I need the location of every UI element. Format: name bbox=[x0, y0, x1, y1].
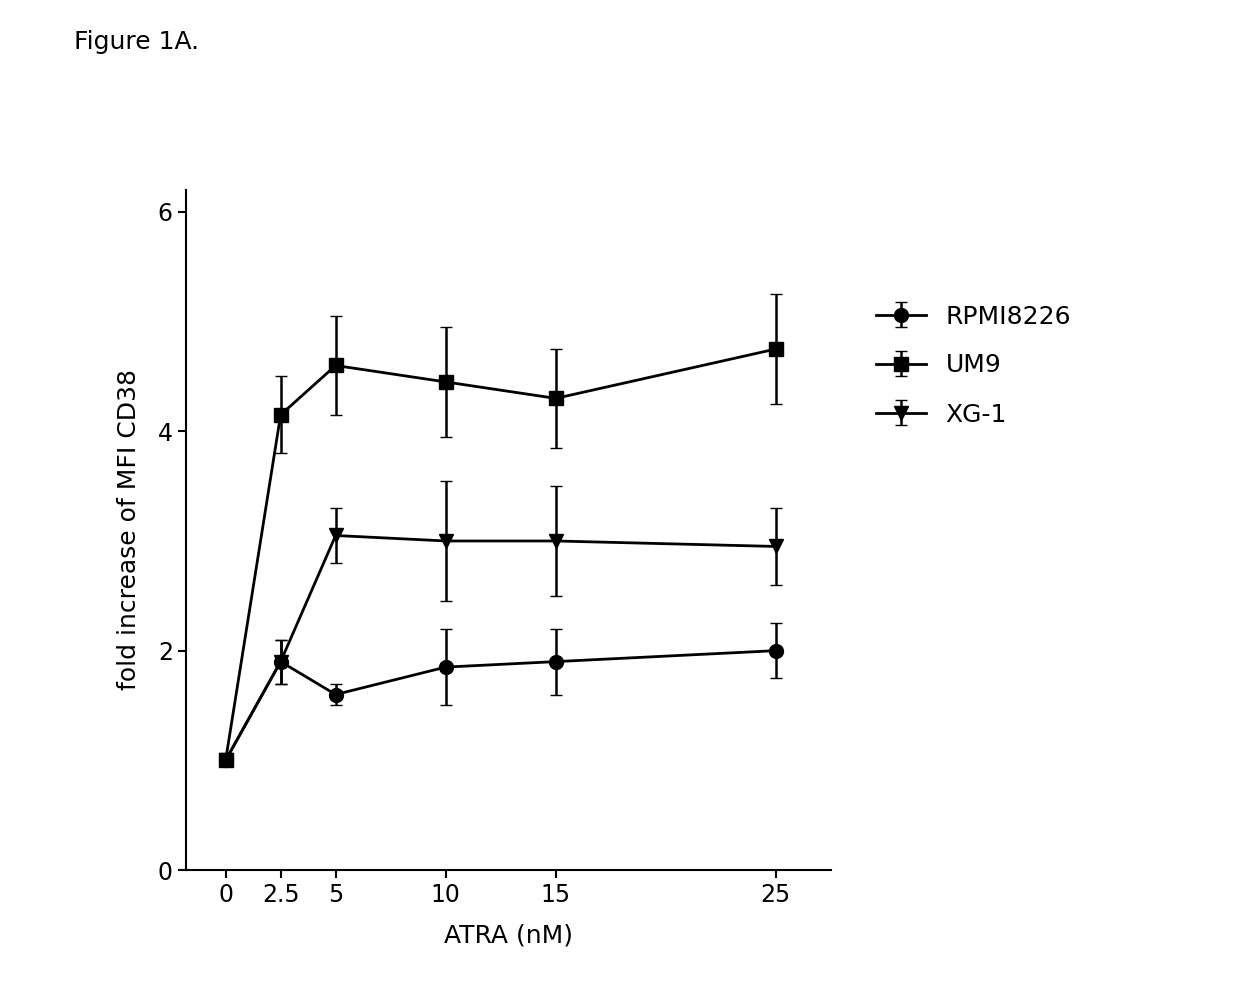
Legend: RPMI8226, UM9, XG-1: RPMI8226, UM9, XG-1 bbox=[875, 304, 1071, 426]
X-axis label: ATRA (nM): ATRA (nM) bbox=[444, 924, 573, 948]
Y-axis label: fold increase of MFI CD38: fold increase of MFI CD38 bbox=[117, 369, 141, 690]
Text: Figure 1A.: Figure 1A. bbox=[74, 30, 200, 54]
